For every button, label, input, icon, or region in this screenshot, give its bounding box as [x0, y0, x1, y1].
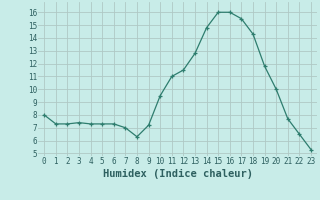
X-axis label: Humidex (Indice chaleur): Humidex (Indice chaleur): [103, 169, 252, 179]
